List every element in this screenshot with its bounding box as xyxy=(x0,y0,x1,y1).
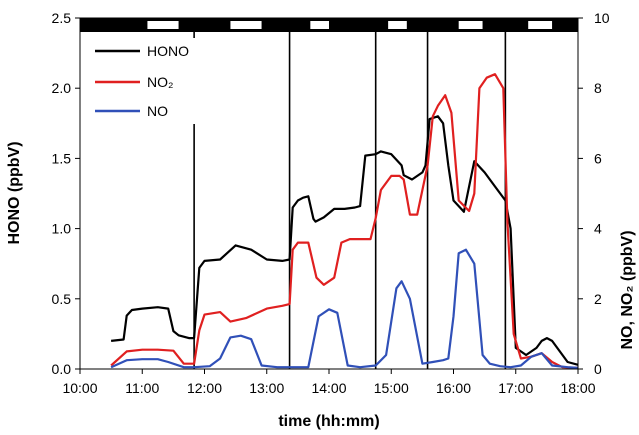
x-tick-label-1: 11:00 xyxy=(125,380,159,396)
y-right-tick-label-0: 0 xyxy=(594,361,602,377)
light-period-3 xyxy=(310,21,329,29)
x-tick-label-7: 17:00 xyxy=(498,380,533,396)
series-line-no2 xyxy=(110,73,579,369)
series-line-no xyxy=(110,248,579,369)
legend-label-hono: HONO xyxy=(147,43,189,59)
y-right-tick-label-5: 10 xyxy=(594,10,610,26)
light-period-4 xyxy=(388,21,407,29)
y-left-tick-label-4: 2.0 xyxy=(52,80,72,96)
x-axis-title: time (hh:mm) xyxy=(278,413,379,430)
light-period-5 xyxy=(458,21,483,29)
legend: HONO NO₂ NO xyxy=(85,38,217,124)
x-tick-label-3: 13:00 xyxy=(249,380,284,396)
light-period-1 xyxy=(147,21,179,29)
light-dark-bar xyxy=(80,18,578,32)
y-right-tick-label-1: 2 xyxy=(594,291,602,307)
y-left-tick-label-1: 0.5 xyxy=(52,291,72,307)
light-period-6 xyxy=(528,21,553,29)
series-line-hono xyxy=(110,115,579,366)
light-period-2 xyxy=(230,21,262,29)
x-tick-label-4: 14:00 xyxy=(311,380,346,396)
y-right-tick-label-2: 4 xyxy=(594,221,602,237)
x-tick-label-5: 15:00 xyxy=(374,380,409,396)
x-tick-label-6: 16:00 xyxy=(436,380,471,396)
y-axis-right-title: NO, NO₂ (ppbV) xyxy=(619,230,636,349)
series-group xyxy=(110,73,579,369)
y-left-tick-label-2: 1.0 xyxy=(52,221,72,237)
y-axis-right: 0 2 4 6 8 10 xyxy=(578,10,610,377)
y-axis-left-title: HONO (ppbV) xyxy=(6,141,23,244)
y-left-tick-label-5: 2.5 xyxy=(52,10,72,26)
x-axis: 10:00 11:00 12:00 13:00 14:00 15:00 16:00 17:00… xyxy=(62,369,596,396)
legend-label-no: NO xyxy=(147,103,168,119)
y-left-tick-label-0: 0.0 xyxy=(52,361,72,377)
x-tick-label-0: 10:00 xyxy=(62,380,97,396)
y-right-tick-label-3: 6 xyxy=(594,150,602,166)
x-tick-label-2: 12:00 xyxy=(187,380,222,396)
x-tick-label-8: 18:00 xyxy=(560,380,595,396)
y-left-tick-label-3: 1.5 xyxy=(52,150,72,166)
legend-label-no2: NO₂ xyxy=(147,74,173,90)
vertical-lines xyxy=(193,18,507,369)
y-axis-left: 0.0 0.5 1.0 1.5 2.0 2.5 xyxy=(52,10,80,377)
y-right-tick-label-4: 8 xyxy=(594,80,602,96)
